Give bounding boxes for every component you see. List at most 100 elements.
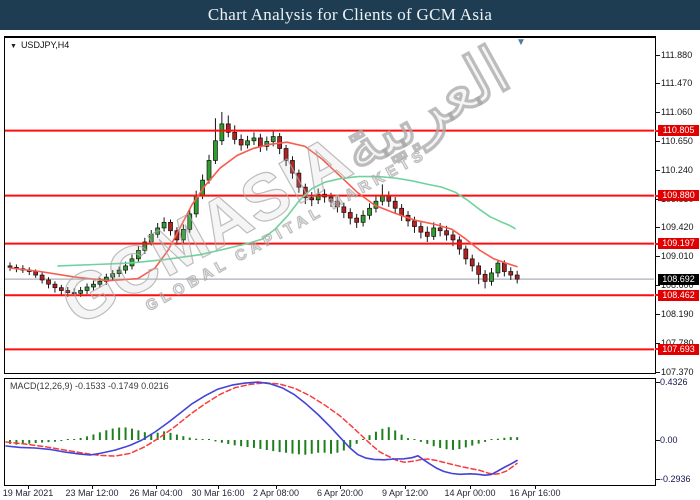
date-axis-tickmark (27, 485, 29, 489)
date-axis-label: 19 Mar 2021 (2, 488, 54, 498)
candle-body (52, 283, 58, 289)
candle-body (309, 197, 315, 201)
candle-body (367, 207, 372, 216)
candle-body (450, 234, 456, 241)
symbol-label[interactable]: ▼ USDJPY,H4 (10, 40, 70, 50)
price-axis-tickmark (655, 198, 660, 200)
price-axis-tickmark (655, 313, 660, 315)
ma-red-line (9, 141, 518, 282)
candle-body (431, 227, 437, 237)
candle-body (296, 172, 302, 188)
date-axis-tickmark (91, 485, 93, 489)
candle-body (91, 283, 96, 288)
price-axis-tickmark (655, 342, 660, 344)
candle-body (225, 123, 231, 133)
price-axis-tick: 110.240 (661, 164, 693, 175)
candle-body (103, 276, 109, 282)
candle-body (206, 160, 212, 181)
date-axis-tickmark (404, 485, 406, 489)
price-flag-tickmark (655, 194, 660, 197)
candle-body (392, 200, 398, 209)
candle-body (136, 250, 141, 260)
price-flag-tickmark (655, 242, 660, 245)
candle-body (65, 290, 71, 293)
date-axis-tickmark (469, 485, 471, 489)
candle-body (245, 140, 250, 146)
candle-body (463, 248, 469, 260)
candle-body (161, 221, 167, 229)
date-axis-label: 14 Apr 00:00 (444, 488, 496, 498)
arrow-marker-icon: ▼ (516, 37, 526, 48)
candle-body (489, 272, 494, 282)
candle-body (328, 196, 334, 202)
candle-body (437, 227, 443, 232)
candle-body (187, 213, 193, 230)
date-axis-tickmark (275, 485, 277, 489)
candle-body (238, 139, 244, 146)
price-axis-tickmark (655, 54, 660, 56)
price-axis-tickmark (655, 256, 660, 258)
title-bar: Chart Analysis for Clients of GCM Asia (0, 0, 700, 30)
candle-body (155, 227, 161, 235)
candle-body (354, 217, 360, 223)
price-axis-tick: 111.470 (661, 78, 693, 89)
price-axis-tick: 110.650 (661, 135, 693, 146)
candle-body (116, 269, 122, 274)
price-axis-tick: 109.420 (661, 222, 694, 233)
price-flag-level: 109.880 (658, 190, 699, 202)
candle-body (283, 148, 289, 161)
macd-canvas[interactable] (5, 379, 655, 485)
price-axis-tickmark (655, 285, 660, 287)
price-axis-tickmark (655, 371, 660, 373)
price-axis-tick: 111.880 (661, 49, 693, 60)
date-axis-tickmark (339, 485, 341, 489)
date-axis-tickmark (217, 485, 219, 489)
macd-panel[interactable] (4, 378, 656, 486)
candle-body (476, 265, 482, 275)
candle-body (508, 271, 514, 276)
candle-body (469, 258, 475, 267)
date-axis-label: 16 Apr 16:00 (509, 488, 561, 498)
candle-body (168, 221, 173, 232)
price-axis-tick: 109.010 (661, 251, 694, 262)
macd-indicator-label: MACD(12,26,9) -0.1533 -0.1749 0.0216 (10, 381, 169, 391)
candle-body (84, 286, 90, 291)
candle-body (412, 220, 417, 227)
price-chart-panel[interactable] (4, 36, 656, 374)
candle-body (335, 200, 340, 208)
candle-body (444, 230, 449, 236)
candle-body (495, 262, 501, 274)
price-flag-level: 107.693 (658, 343, 699, 355)
macd-scale-label: -0.2936 (660, 473, 691, 484)
price-flag-current: 108.692 (658, 273, 699, 285)
candle-body (110, 273, 116, 278)
macd-main-line (5, 381, 518, 476)
macd-scale-label: 0.4326 (660, 376, 688, 387)
price-axis-tick: 107.370 (661, 366, 694, 377)
candle-body (341, 206, 347, 213)
candle-body (315, 193, 321, 201)
candle-body (39, 274, 45, 281)
candle-body (232, 131, 238, 140)
macd-scale-label: 0.00 (660, 434, 678, 445)
symbol-dropdown-icon[interactable]: ▼ (10, 43, 17, 50)
date-axis-label: 26 Mar 04:00 (129, 488, 183, 498)
candle-body (78, 290, 83, 294)
price-flag-tickmark (655, 129, 660, 132)
price-chart-canvas[interactable] (5, 38, 655, 373)
macd-scale-tickmark (655, 439, 660, 441)
macd-scale-tickmark (655, 478, 660, 480)
price-axis-tick: 108.190 (661, 308, 694, 319)
candle-body (97, 281, 103, 285)
candle-body (71, 292, 77, 294)
macd-scale-tickmark (655, 381, 660, 383)
candle-body (180, 228, 186, 241)
price-axis-tickmark (655, 169, 660, 171)
price-axis-tickmark (655, 83, 660, 85)
ma-green-line (57, 175, 516, 267)
candle-body (347, 212, 353, 219)
date-axis-label: 23 Mar 12:00 (65, 488, 119, 498)
macd-signal-line (5, 382, 518, 476)
candle-body (482, 273, 488, 282)
candle-body (148, 233, 154, 243)
